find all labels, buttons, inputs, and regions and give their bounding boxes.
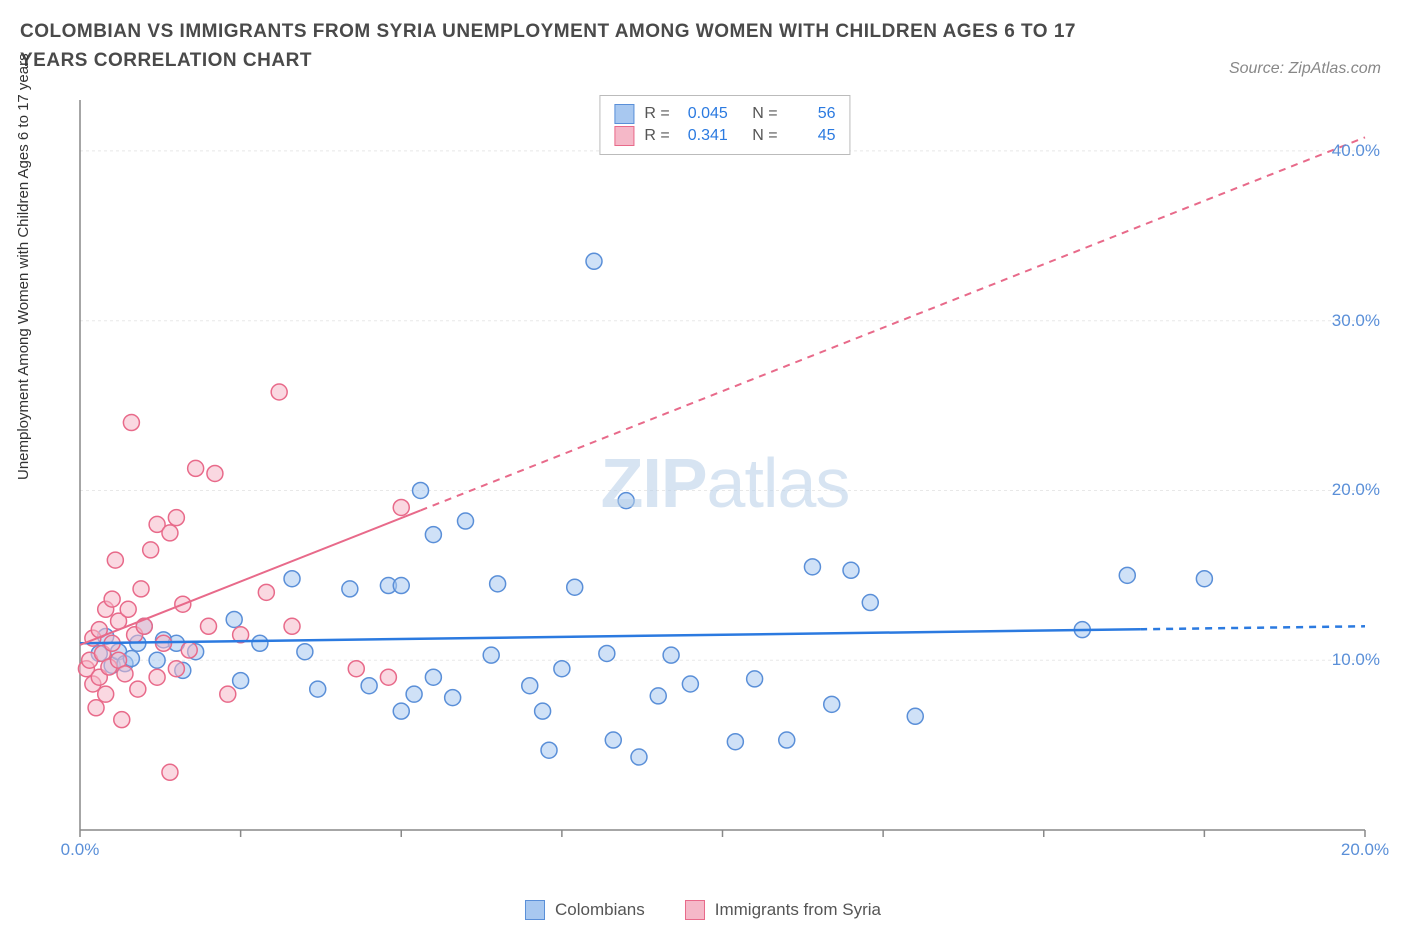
x-tick-label: 20.0% xyxy=(1341,840,1389,860)
n-label: N = xyxy=(752,127,777,145)
y-tick-label: 40.0% xyxy=(1332,141,1380,161)
swatch-blue xyxy=(614,104,634,124)
x-tick-label: 0.0% xyxy=(61,840,100,860)
legend-label-1: Immigrants from Syria xyxy=(715,900,881,920)
stats-row-0: R = 0.045 N = 56 xyxy=(614,104,835,124)
r-label: R = xyxy=(644,105,669,123)
bottom-legend: Colombians Immigrants from Syria xyxy=(525,900,881,920)
y-tick-label: 20.0% xyxy=(1332,480,1380,500)
r-value-0: 0.045 xyxy=(680,105,728,123)
n-value-0: 56 xyxy=(788,105,836,123)
n-label: N = xyxy=(752,105,777,123)
plot-area: ZIPatlas R = 0.045 N = 56 R = 0.341 N = … xyxy=(65,95,1385,870)
source-attribution: Source: ZipAtlas.com xyxy=(1229,60,1381,78)
stats-row-1: R = 0.341 N = 45 xyxy=(614,126,835,146)
legend-item-0: Colombians xyxy=(525,900,645,920)
swatch-blue xyxy=(525,900,545,920)
r-label: R = xyxy=(644,127,669,145)
chart-title: COLOMBIAN VS IMMIGRANTS FROM SYRIA UNEMP… xyxy=(20,18,1130,75)
swatch-pink xyxy=(614,126,634,146)
y-tick-label: 30.0% xyxy=(1332,311,1380,331)
y-tick-label: 10.0% xyxy=(1332,650,1380,670)
legend-label-0: Colombians xyxy=(555,900,645,920)
swatch-pink xyxy=(685,900,705,920)
n-value-1: 45 xyxy=(788,127,836,145)
legend-item-1: Immigrants from Syria xyxy=(685,900,881,920)
stats-legend-box: R = 0.045 N = 56 R = 0.341 N = 45 xyxy=(599,95,850,155)
y-axis-label: Unemployment Among Women with Children A… xyxy=(15,53,32,480)
r-value-1: 0.341 xyxy=(680,127,728,145)
chart-svg xyxy=(65,95,1385,870)
